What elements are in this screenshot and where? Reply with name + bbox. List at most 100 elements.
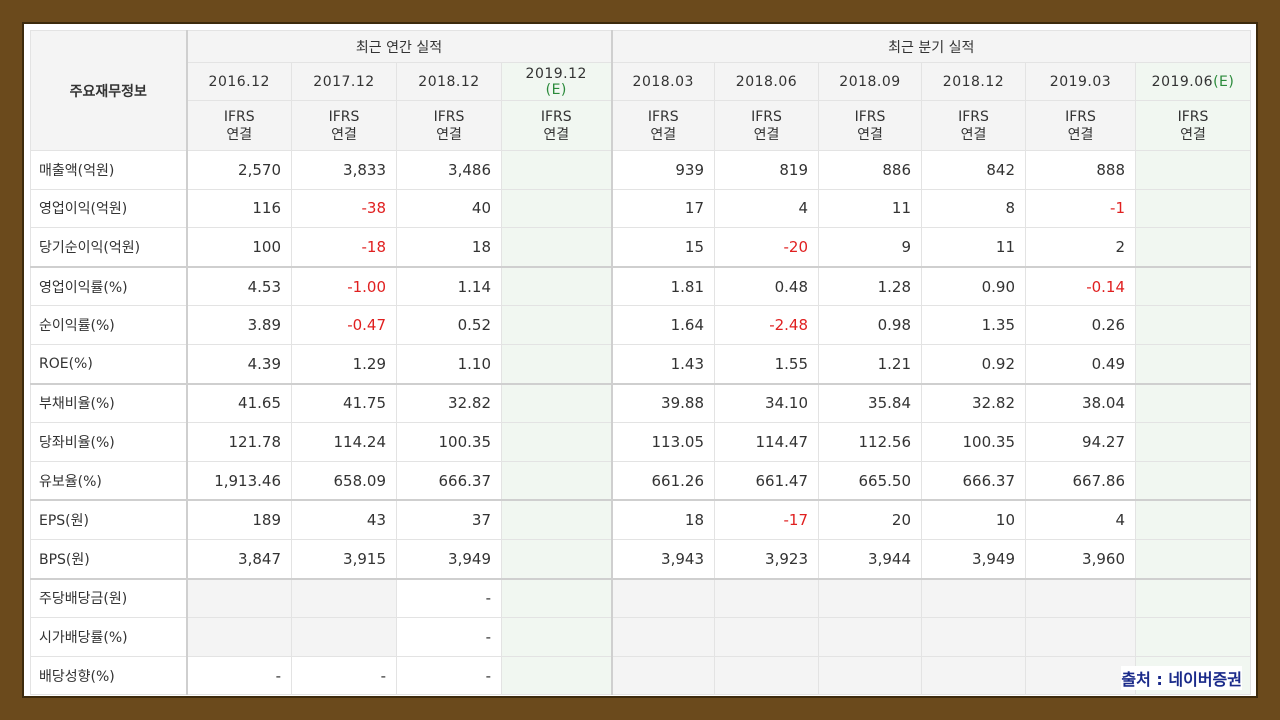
value-cell	[186, 577, 292, 619]
value-cell: 4	[1025, 499, 1136, 540]
consolidated-label: 연결	[1180, 126, 1206, 143]
value-cell: 121.78	[186, 422, 292, 462]
value-cell: 4.53	[186, 265, 292, 307]
value-cell	[501, 188, 612, 229]
table-row: 배당성향(%) - - -	[30, 655, 1252, 696]
value-cell: 10	[921, 499, 1026, 540]
value-cell: 1.14	[396, 265, 502, 307]
value-cell: 3,949	[396, 538, 502, 580]
value-cell: 43	[291, 499, 397, 540]
consolidated-label: 연결	[226, 126, 253, 143]
ifrs-header: IFRS 연결	[1025, 100, 1136, 151]
value-cell	[921, 655, 1026, 696]
value-cell: 1.81	[610, 265, 715, 307]
period-label: 2018.06	[735, 73, 798, 90]
consolidated-label: 연결	[1067, 126, 1094, 143]
value-cell: 1.29	[291, 343, 397, 385]
value-cell: -	[186, 655, 292, 696]
value-cell	[714, 617, 819, 657]
value-cell	[1134, 499, 1252, 540]
consolidated-label: 연결	[436, 126, 462, 143]
value-cell: 32.82	[396, 382, 502, 424]
row-label: 순이익률(%)	[30, 305, 188, 345]
annual-group-header: 최근 연간 실적	[186, 30, 612, 63]
row-label: 배당성향(%)	[30, 655, 188, 696]
value-cell: 37	[396, 499, 502, 540]
period-label: 2017.12	[313, 73, 375, 90]
row-label: 당좌비율(%)	[30, 422, 188, 462]
value-cell: 38.04	[1025, 382, 1136, 424]
ifrs-label: IFRS	[433, 108, 465, 125]
table-row: 부채비율(%) 41.65 41.75 32.82 39.88 34.10 35.84 32.…	[30, 382, 1252, 424]
value-cell	[1134, 538, 1252, 580]
value-cell: 0.26	[1025, 305, 1136, 345]
value-cell	[501, 305, 612, 345]
value-cell: 666.37	[396, 460, 502, 501]
value-cell	[1134, 188, 1252, 229]
value-cell	[1134, 265, 1252, 307]
value-cell	[1134, 227, 1252, 268]
value-cell: 667.86	[1025, 460, 1136, 501]
value-cell	[610, 577, 715, 619]
row-label: 매출액(억원)	[30, 150, 188, 190]
value-cell	[186, 617, 292, 657]
table-row: EPS(원) 189 43 37 18 -17 20 10 4	[30, 499, 1252, 540]
value-cell: 2,570	[186, 150, 292, 190]
value-cell: 1.28	[818, 265, 922, 307]
value-cell	[1025, 617, 1136, 657]
value-cell	[818, 655, 922, 696]
value-cell: 20	[818, 499, 922, 540]
value-cell: 2	[1025, 227, 1136, 268]
estimate-mark: (E)	[545, 81, 567, 98]
value-cell: 661.26	[610, 460, 715, 501]
period-label: 2018.12	[942, 73, 1005, 90]
value-cell	[610, 617, 715, 657]
value-cell: 3,923	[714, 538, 819, 580]
period-header: 2017.12	[291, 62, 397, 101]
row-label: 영업이익률(%)	[30, 265, 188, 307]
table-row: 시가배당률(%) -	[30, 617, 1252, 657]
value-cell	[501, 460, 612, 501]
value-cell: 41.65	[186, 382, 292, 424]
value-cell: 112.56	[818, 422, 922, 462]
ifrs-label: IFRS	[751, 108, 782, 125]
value-cell: 94.27	[1025, 422, 1136, 462]
value-cell: 100.35	[921, 422, 1026, 462]
value-cell	[1134, 617, 1252, 657]
value-cell: 0.49	[1025, 343, 1136, 385]
period-header: 2018.12	[396, 62, 502, 101]
ifrs-header: IFRS 연결	[291, 100, 397, 151]
value-cell: 3,943	[610, 538, 715, 580]
value-cell: -17	[714, 499, 819, 540]
value-cell: 3,960	[1025, 538, 1136, 580]
value-cell: 0.48	[714, 265, 819, 307]
value-cell: -1.00	[291, 265, 397, 307]
period-label: 2019.12	[525, 65, 587, 82]
row-label: BPS(원)	[30, 538, 188, 580]
table-row: 순이익률(%) 3.89 -0.47 0.52 1.64 -2.48 0.98 1.35 0.2…	[30, 305, 1252, 345]
value-cell: 40	[396, 188, 502, 229]
value-cell: -	[396, 617, 502, 657]
value-cell: 113.05	[610, 422, 715, 462]
value-cell: 11	[921, 227, 1026, 268]
value-cell: 3,949	[921, 538, 1026, 580]
value-cell	[501, 227, 612, 268]
value-cell	[610, 655, 715, 696]
period-label: 2019.06	[1151, 73, 1214, 90]
value-cell	[921, 577, 1026, 619]
value-cell: -0.14	[1025, 265, 1136, 307]
value-cell: 3,944	[818, 538, 922, 580]
value-cell: 0.52	[396, 305, 502, 345]
ifrs-label: IFRS	[540, 108, 572, 125]
value-cell	[1134, 343, 1252, 385]
ifrs-label: IFRS	[1177, 108, 1209, 125]
value-cell: 9	[818, 227, 922, 268]
table-row: 영업이익률(%) 4.53 -1.00 1.14 1.81 0.48 1.28 0.90 -0.…	[30, 265, 1252, 307]
value-cell	[1025, 577, 1136, 619]
value-cell: 3,833	[291, 150, 397, 190]
period-header: 2018.03	[610, 62, 715, 101]
value-cell: 189	[186, 499, 292, 540]
value-cell: -1	[1025, 188, 1136, 229]
value-cell	[291, 577, 397, 619]
value-cell: 18	[610, 499, 715, 540]
